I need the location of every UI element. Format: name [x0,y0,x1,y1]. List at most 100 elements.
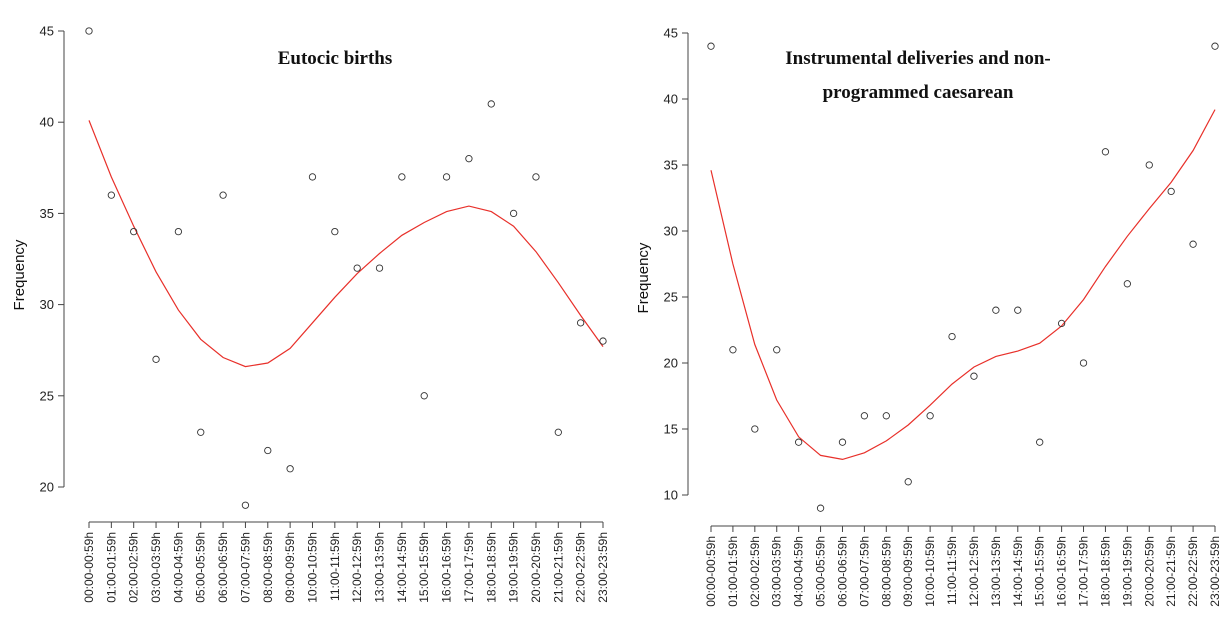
data-point [286,465,294,473]
data-point [1014,306,1022,314]
x-tick-label: 08:00-08:59h [261,532,275,603]
x-tick-label: 17:00-17:59h [462,532,476,603]
x-tick-label: 16:00-16:59h [440,532,454,603]
data-point [465,155,473,163]
data-point [992,306,1000,314]
y-tick-label: 15 [664,422,678,437]
data-point [773,346,781,354]
y-tick-label: 25 [40,388,54,403]
data-point [1101,148,1110,156]
data-point [882,412,890,420]
y-tick-label: 45 [40,24,54,39]
x-tick-label: 02:00-02:59h [748,536,762,607]
y-tick-label: 10 [664,488,678,503]
x-tick-label: 03:00-03:59h [770,536,784,607]
x-tick-label: 20:00-20:59h [1142,536,1156,607]
data-point [729,346,737,354]
data-point [420,392,428,400]
chart-instrumental-deliveries: 10 15 20 25 30 35 40 45 00:00-00:59h 01:00-01:59h… [635,26,1222,607]
data-point [487,100,495,108]
x-tick-label: 01:00-01:59h [726,536,740,607]
data-point [532,173,540,181]
x-tick-label: 11:00-11:59h [328,532,342,601]
x-tick-label: 18:00-18:59h [484,532,498,603]
data-point [707,42,715,50]
chart-eutocic-births: 20 25 30 35 40 45 00:00-00:59h 01:00-01:59h 02:0… [11,24,610,603]
y-tick-label: 35 [40,206,54,221]
y-tick-label: 40 [40,115,54,130]
x-tick-label: 11:00-11:59h [945,536,959,605]
x-tick-label: 07:00-07:59h [857,536,871,607]
chart-title: Instrumental deliveries and non- [785,48,1051,69]
x-tick-label: 09:00-09:59h [283,532,297,603]
data-point [197,428,205,436]
fitted-curve [88,120,604,368]
data-point [308,173,317,181]
x-tick-label: 01:00-01:59h [104,532,118,603]
x-tick-label: 19:00-19:59h [507,532,521,603]
data-point [85,27,93,35]
data-point [970,372,978,380]
x-tick-label: 12:00-12:59h [350,532,364,603]
x-tick-label: 00:00-00:59h [704,536,718,607]
x-tick-label: 12:00-12:59h [967,536,981,607]
data-point [241,501,250,509]
data-point [751,425,759,433]
y-tick-label: 40 [664,92,678,107]
x-tick-label: 14:00-14:59h [395,532,409,603]
data-point [152,355,160,363]
data-point [577,319,585,327]
data-point [948,332,956,341]
data-point [375,264,384,272]
y-tick-label: 20 [664,356,678,371]
x-tick-label: 17:00-17:59h [1077,536,1091,607]
y-tick-label: 35 [664,158,678,173]
x-tick-label: 04:00-04:59h [792,536,806,607]
x-tick-label: 04:00-04:59h [171,532,185,603]
data-point [838,438,847,446]
y-tick-label: 20 [40,480,54,495]
x-tick-label: 13:00-13:59h [373,532,387,603]
y-axis-label: Frequency [635,242,652,313]
chart-title: Eutocic births [278,48,393,69]
x-tick-label: 19:00-19:59h [1120,536,1134,607]
x-tick-label: 18:00-18:59h [1098,536,1112,607]
y-tick-label: 25 [664,290,678,305]
x-tick-label: 05:00-05:59h [194,532,208,603]
data-point [264,446,272,455]
data-point [904,478,912,486]
fitted-curve [710,109,1216,461]
y-axis-label: Frequency [11,239,28,310]
data-point [1079,359,1088,367]
data-point [130,227,138,236]
x-tick-label: 07:00-07:59h [238,532,252,603]
data-point [509,209,518,218]
x-tick-label: 05:00-05:59h [814,536,828,607]
x-tick-label: 03:00-03:59h [149,532,163,603]
y-tick-label: 30 [664,224,678,239]
x-tick-label: 20:00-20:59h [529,532,543,603]
data-point [1145,161,1153,169]
x-tick-label: 06:00-06:59h [216,532,230,603]
x-tick-label: 09:00-09:59h [901,536,915,607]
data-point [1167,187,1175,196]
x-tick-label: 06:00-06:59h [835,536,849,607]
data-point [1036,438,1044,446]
x-tick-label: 21:00-21:59h [1164,536,1178,607]
chart-title: programmed caesarean [823,82,1014,103]
x-tick-label: 22:00-22:59h [574,532,588,603]
data-point [554,428,562,436]
data-point [795,438,803,446]
x-tick-label: 14:00-14:59h [1011,536,1025,607]
x-tick-label: 16:00-16:59h [1055,536,1069,607]
x-tick-label: 10:00-10:59h [305,532,319,603]
data-point [1057,319,1066,328]
x-tick-label: 00:00-00:59h [82,532,96,603]
x-tick-label: 15:00-15:59h [417,532,431,603]
data-point [816,504,825,512]
x-tick-label: 23:00-23:59h [1208,536,1222,607]
data-point [174,227,183,236]
x-tick-label: 21:00-21:59h [551,532,565,603]
data-point [353,264,361,272]
